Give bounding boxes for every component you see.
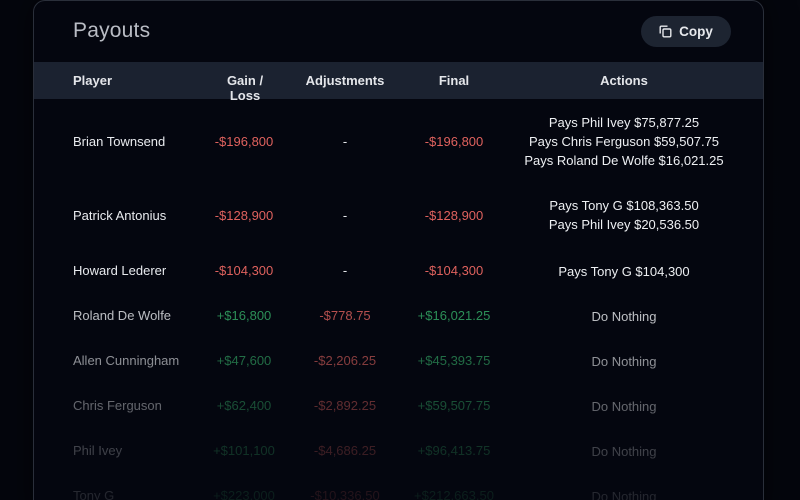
player-name: Brian Townsend: [73, 134, 166, 149]
column-header-final: Final: [438, 73, 470, 88]
gain-loss-value: -$128,900: [214, 208, 274, 223]
player-name: Roland De Wolfe: [73, 308, 172, 323]
player-name: Howard Lederer: [73, 263, 167, 278]
page-title: Payouts: [73, 19, 151, 42]
final-value: -$196,800: [424, 134, 484, 149]
player-name: Chris Ferguson: [73, 398, 162, 413]
column-header-gain-loss: Gain / Loss: [226, 73, 264, 103]
adjustments-value: -: [342, 263, 348, 278]
action-item: Do Nothing: [591, 354, 657, 369]
adjustments-value: -$10,336.50: [310, 488, 380, 500]
actions-cell: Do Nothing: [494, 352, 754, 371]
table-row: Patrick Antonius -$128,900 - -$128,900 P…: [34, 196, 763, 246]
actions-cell: Pays Phil Ivey $75,877.25 Pays Chris Fer…: [494, 113, 754, 170]
adjustments-value: -$2,206.25: [313, 353, 377, 368]
action-item: Do Nothing: [591, 489, 657, 500]
actions-cell: Pays Tony G $108,363.50 Pays Phil Ivey $…: [494, 196, 754, 234]
action-item: Do Nothing: [591, 399, 657, 414]
player-name: Patrick Antonius: [73, 208, 167, 223]
action-item: Pays Phil Ivey $75,877.25: [548, 115, 700, 130]
table-header: Player Gain / Loss Adjustments Final Act…: [34, 62, 763, 103]
action-item: Pays Tony G $104,300: [558, 264, 690, 279]
adjustments-value: -: [342, 134, 348, 149]
copy-button-label: Copy: [679, 24, 713, 39]
action-item: Pays Phil Ivey $20,536.50: [548, 217, 700, 232]
adjustments-value: -$778.75: [319, 308, 371, 323]
adjustments-value: -$2,892.25: [313, 398, 377, 413]
payouts-card: Payouts Copy Player Gain / Loss Adjustme…: [33, 0, 764, 500]
player-name: Phil Ivey: [73, 443, 123, 458]
table-row: Phil Ivey +$101,100 -$4,686.25 +$96,413.…: [34, 442, 763, 466]
final-value: -$128,900: [424, 208, 484, 223]
copy-button[interactable]: Copy: [641, 16, 731, 47]
table-row: Brian Townsend -$196,800 - -$196,800 Pay…: [34, 113, 763, 183]
column-header-actions: Actions: [600, 73, 648, 88]
actions-cell: Pays Tony G $104,300: [494, 262, 754, 281]
action-item: Pays Tony G $108,363.50: [549, 198, 699, 213]
actions-cell: Do Nothing: [494, 397, 754, 416]
column-header-adjustments: Adjustments: [305, 73, 385, 88]
action-item: Do Nothing: [591, 309, 657, 324]
action-item: Pays Chris Ferguson $59,507.75: [528, 134, 720, 149]
adjustments-value: -: [342, 208, 348, 223]
player-name: Tony G: [73, 488, 115, 500]
action-item: Pays Roland De Wolfe $16,021.25: [524, 153, 724, 168]
column-header-player: Player: [73, 73, 113, 88]
actions-cell: Do Nothing: [494, 487, 754, 500]
card-header: Payouts Copy: [34, 1, 763, 62]
player-name: Allen Cunningham: [73, 353, 180, 368]
actions-cell: Do Nothing: [494, 307, 754, 326]
table-row: Roland De Wolfe +$16,800 -$778.75 +$16,0…: [34, 307, 763, 331]
adjustments-value: -$4,686.25: [313, 443, 377, 458]
table-row: Chris Ferguson +$62,400 -$2,892.25 +$59,…: [34, 397, 763, 421]
table-row: Allen Cunningham +$47,600 -$2,206.25 +$4…: [34, 352, 763, 376]
gain-loss-value: -$196,800: [214, 134, 274, 149]
actions-cell: Do Nothing: [494, 442, 754, 461]
table-row: Tony G +$223,000 -$10,336.50 +$212,663.5…: [34, 487, 763, 500]
copy-icon: [659, 25, 672, 38]
table-row: Howard Lederer -$104,300 - -$104,300 Pay…: [34, 262, 763, 286]
action-item: Do Nothing: [591, 444, 657, 459]
